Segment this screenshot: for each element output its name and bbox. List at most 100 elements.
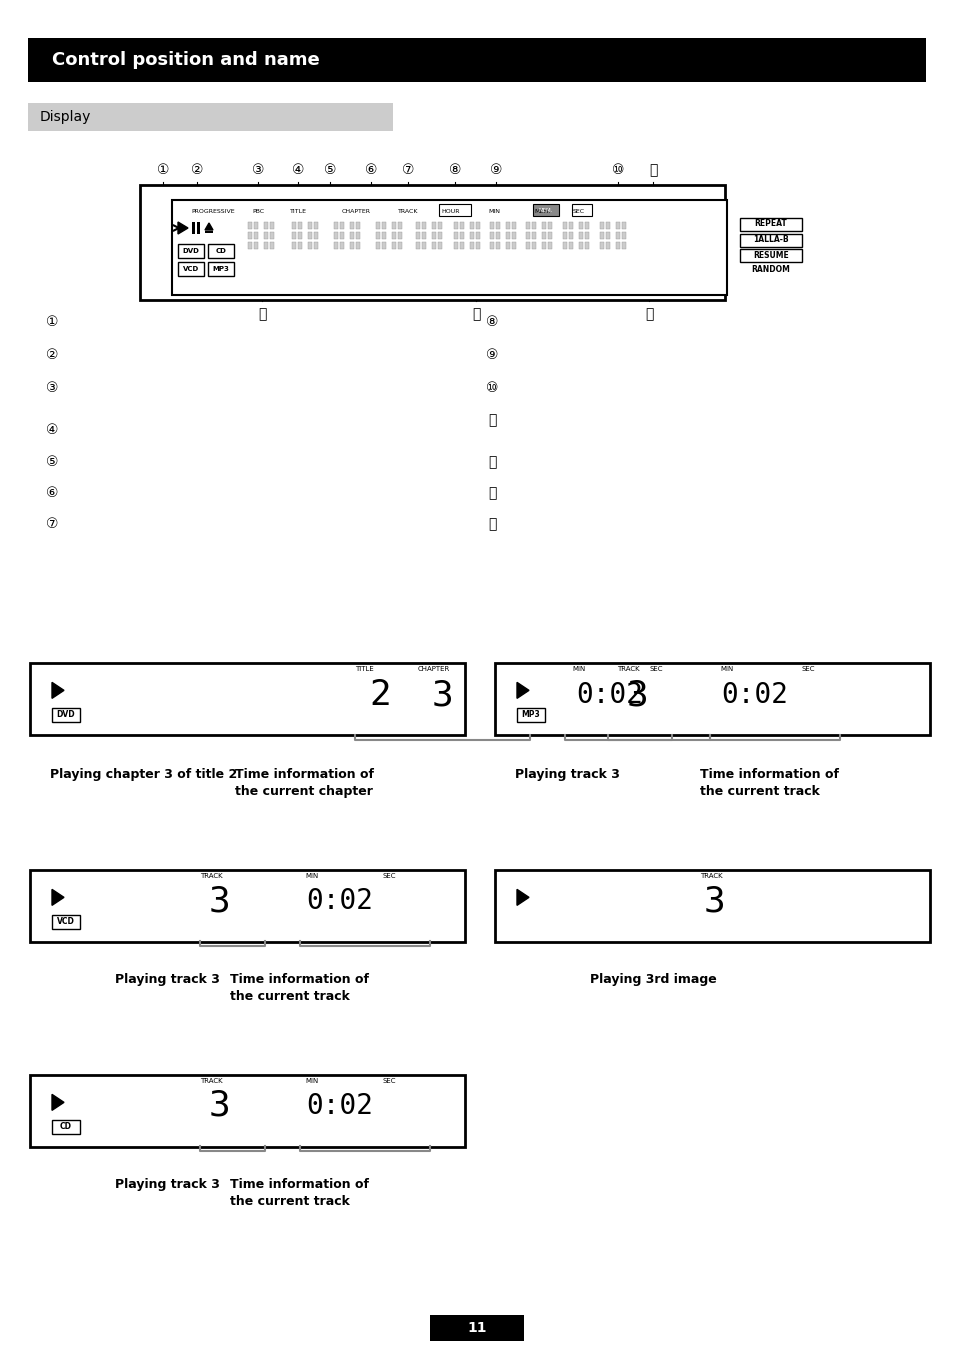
Bar <box>350 232 354 240</box>
Text: TRACK: TRACK <box>617 666 639 672</box>
Bar <box>621 242 625 249</box>
Text: TRACK: TRACK <box>397 209 418 214</box>
Text: ⑪: ⑪ <box>487 413 496 427</box>
Bar <box>490 222 494 229</box>
Bar <box>355 242 359 249</box>
Bar <box>541 222 545 229</box>
Text: ⑧: ⑧ <box>485 315 497 328</box>
Text: HOUR: HOUR <box>440 209 459 214</box>
Text: Time information of
the current track: Time information of the current track <box>700 769 838 798</box>
Bar <box>432 222 436 229</box>
Bar <box>599 222 603 229</box>
Text: Playing track 3: Playing track 3 <box>115 1178 219 1191</box>
Text: ⑭: ⑭ <box>487 517 496 532</box>
Polygon shape <box>178 222 188 234</box>
Bar <box>381 242 386 249</box>
Text: ⑭: ⑭ <box>644 307 653 320</box>
Bar <box>459 232 463 240</box>
Text: CHAPTER: CHAPTER <box>417 666 450 672</box>
Bar <box>339 232 344 240</box>
Bar <box>532 222 536 229</box>
Bar <box>52 708 80 721</box>
Bar <box>248 222 252 229</box>
Bar <box>292 222 295 229</box>
Text: TRACK: TRACK <box>200 1078 222 1084</box>
Text: RESUME: RESUME <box>752 250 788 260</box>
Text: CD: CD <box>60 1123 71 1131</box>
Text: ⑦: ⑦ <box>46 517 58 532</box>
Text: ④: ④ <box>292 163 304 178</box>
Bar <box>616 232 619 240</box>
Text: ②: ② <box>46 349 58 362</box>
Bar <box>355 232 359 240</box>
Bar <box>297 242 302 249</box>
Text: ⑦: ⑦ <box>401 163 414 178</box>
Bar <box>270 232 274 240</box>
Text: Playing chapter 3 of title 2: Playing chapter 3 of title 2 <box>50 769 237 781</box>
Text: MIN: MIN <box>572 666 584 672</box>
Bar <box>533 205 558 215</box>
Bar <box>350 242 354 249</box>
Bar <box>740 249 801 261</box>
Bar <box>616 222 619 229</box>
Bar <box>392 232 395 240</box>
Bar <box>397 242 401 249</box>
Bar <box>525 232 530 240</box>
Bar <box>334 232 337 240</box>
Text: ③: ③ <box>46 381 58 394</box>
Polygon shape <box>52 890 64 906</box>
Text: MIN: MIN <box>305 1078 318 1084</box>
Bar <box>392 222 395 229</box>
Bar <box>205 232 213 233</box>
Bar <box>421 222 426 229</box>
Bar <box>381 232 386 240</box>
Bar <box>264 222 268 229</box>
Bar <box>454 232 457 240</box>
Text: Display: Display <box>40 110 91 124</box>
Bar <box>270 222 274 229</box>
Text: ⑫: ⑫ <box>487 455 496 468</box>
Bar <box>525 222 530 229</box>
Bar <box>599 232 603 240</box>
Bar <box>505 222 510 229</box>
Text: ②: ② <box>191 163 203 178</box>
Text: ⑤: ⑤ <box>323 163 335 178</box>
Text: MEM.: MEM. <box>538 207 553 213</box>
Text: SEC: SEC <box>801 666 815 672</box>
Bar <box>437 232 441 240</box>
Text: PBC: PBC <box>252 209 264 214</box>
Text: ⑪: ⑪ <box>648 163 657 178</box>
Bar <box>476 232 479 240</box>
Bar <box>512 222 516 229</box>
Bar <box>437 222 441 229</box>
Polygon shape <box>52 1094 64 1110</box>
Text: TRACK: TRACK <box>700 874 721 879</box>
Bar <box>495 664 929 735</box>
Bar <box>192 222 194 234</box>
Bar <box>264 242 268 249</box>
Bar <box>248 242 252 249</box>
Text: MP3: MP3 <box>521 711 539 719</box>
Text: ④: ④ <box>46 423 58 437</box>
Text: ①: ① <box>156 163 169 178</box>
Bar <box>541 242 545 249</box>
Text: MIN: MIN <box>720 666 733 672</box>
Bar <box>430 1315 523 1341</box>
Text: MIN: MIN <box>305 874 318 879</box>
Bar <box>572 205 592 215</box>
Bar <box>375 222 379 229</box>
Text: MEM.: MEM. <box>534 209 550 214</box>
Text: Playing 3rd image: Playing 3rd image <box>589 973 716 987</box>
Bar <box>30 870 464 942</box>
Text: 1ALLA-B: 1ALLA-B <box>753 236 788 245</box>
Bar <box>490 232 494 240</box>
Bar <box>578 222 582 229</box>
Bar <box>578 232 582 240</box>
Bar <box>253 232 257 240</box>
Bar <box>512 232 516 240</box>
Bar <box>568 232 573 240</box>
Text: 3: 3 <box>703 884 725 918</box>
Bar <box>416 222 419 229</box>
Text: Time information of
the current track: Time information of the current track <box>230 1178 369 1207</box>
Bar <box>421 242 426 249</box>
